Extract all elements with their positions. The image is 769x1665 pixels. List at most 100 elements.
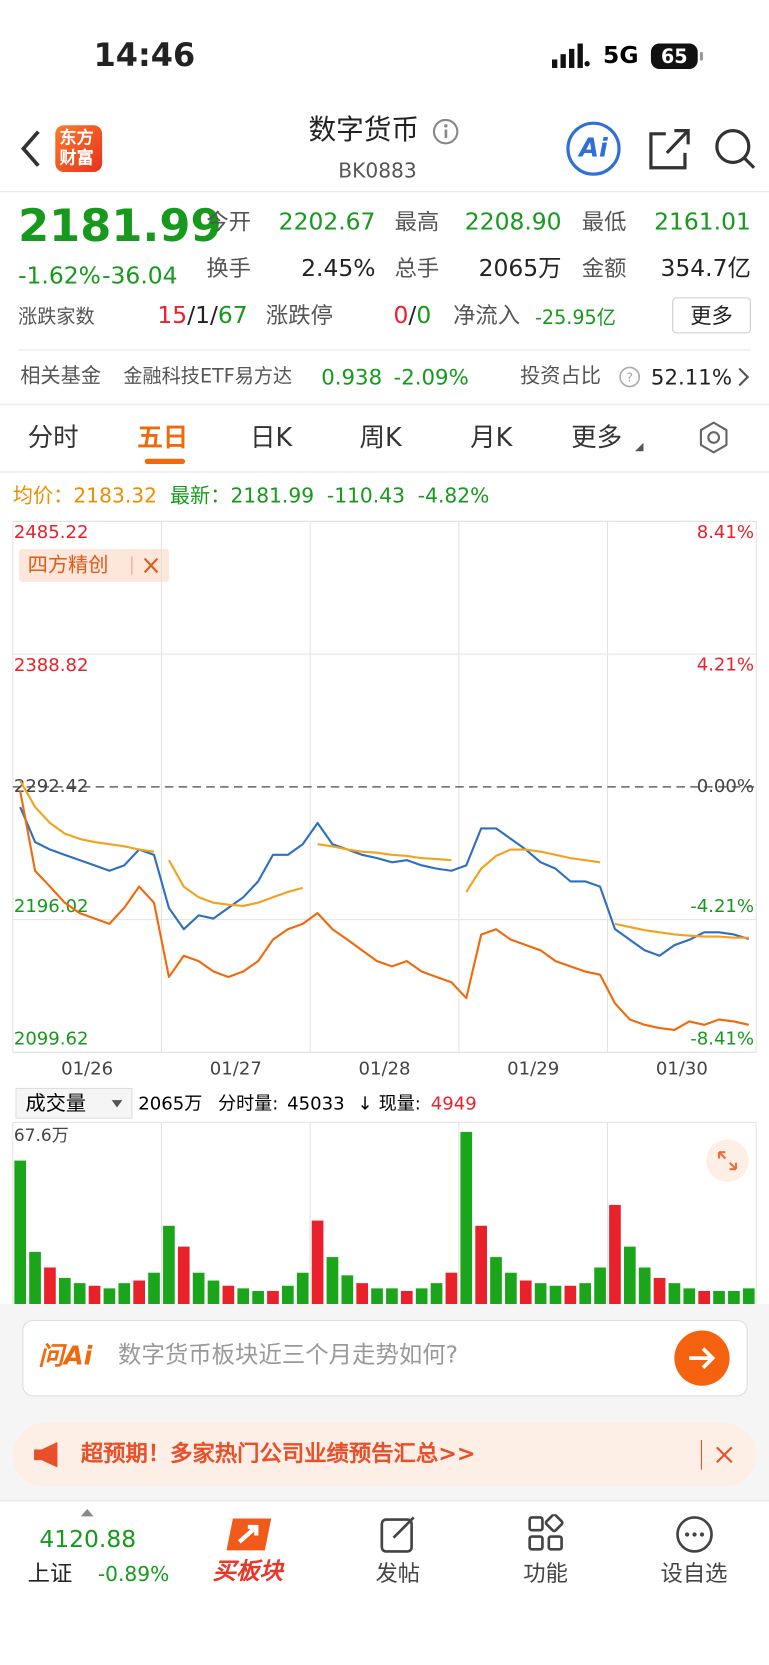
banner-text: 超预期！多家热门公司业绩预告汇总>> [80,1440,476,1467]
legend-tag[interactable]: 四方精创 [19,549,170,582]
status-network: 5G [603,41,638,69]
volume-bar [296,1272,309,1305]
x-tick-label: 01/28 [358,1058,410,1079]
index-value[interactable]: 4120.88 [39,1527,137,1554]
change-pct: -1.62% [18,263,101,290]
y2-tick-label: -4.21% [690,896,754,917]
field-value: 2208.90 [464,209,562,236]
volume-title: 成交量 [26,1091,87,1115]
volume-bar [326,1257,339,1305]
volume-bar [58,1277,71,1305]
ai-input[interactable] [22,1319,748,1397]
field-value: 2065万 [478,255,562,283]
volume-bar [564,1285,577,1305]
field-value: 354.7亿 [660,255,751,283]
volume-bar [148,1272,160,1305]
volume-bar [192,1272,205,1305]
chart-summary: 均价：2183.32 最新：2181.99 -110.43 -4.82% [13,486,490,506]
volume-bar [88,1285,101,1305]
volume-bar [490,1257,502,1305]
y2-tick-label: 0.00% [697,776,754,797]
divider [0,403,769,406]
nav-item[interactable]: 发帖 [375,1560,421,1587]
series-line [167,859,303,907]
volume-bar [579,1283,592,1305]
help-icon[interactable]: ? [618,365,641,388]
nav-item[interactable]: 设自选 [660,1560,728,1587]
logo-text: 东方 [59,127,94,148]
volume-bar [505,1272,517,1305]
flat-count: 1 [195,302,210,330]
series-line [317,843,452,862]
send-button[interactable] [673,1329,730,1386]
volume-bar [282,1285,294,1305]
tab[interactable]: 更多 [571,422,623,453]
limit-up: 0 [393,302,409,330]
tab[interactable]: 日K [249,422,293,453]
latest-label: 最新： [169,484,231,508]
volume-bar [728,1290,740,1305]
nav-item[interactable]: 买板块 [212,1558,283,1586]
settings-button[interactable] [697,421,731,455]
expand-button[interactable] [705,1138,750,1183]
ai-button[interactable] [566,121,621,176]
volume-bar [14,1160,27,1305]
now-volume-label: 现量: [379,1093,421,1114]
volume-bar [742,1288,755,1305]
field-label: 金额 [581,255,627,282]
volume-bar [311,1220,324,1305]
down-count: 67 [217,302,248,330]
field-value: 2161.01 [654,209,751,236]
info-icon[interactable] [432,118,462,148]
index-name[interactable]: 上证 [27,1560,73,1587]
nav-icon [226,1518,272,1551]
volume-bar [609,1204,621,1305]
separator [700,1439,702,1470]
dropdown-caret [111,1100,123,1108]
volume-bar [267,1290,279,1305]
back-button[interactable] [15,127,47,169]
share-button[interactable] [649,129,690,170]
volume-bar [133,1280,145,1305]
tick-volume-label: 分时量: [218,1093,278,1114]
chevron[interactable] [736,366,751,387]
app-logo: 东方 财富 [55,125,103,173]
volume-bar [118,1283,131,1305]
compare-pct: -4.82% [417,484,490,508]
up-count: 15 [157,302,188,330]
y2-tick-label: 8.41% [697,522,754,543]
series-line [19,806,750,957]
volume-bar [549,1285,562,1305]
banner-close[interactable] [715,1445,734,1464]
series-line [465,848,601,893]
volume-bar [371,1288,383,1305]
promo-banner[interactable] [12,1422,757,1487]
tab[interactable]: 周K [359,422,402,453]
bottom-nav [0,1500,769,1665]
tab[interactable]: 分时 [27,422,79,453]
volume-selector[interactable] [15,1087,133,1119]
more-button[interactable]: 更多 [672,297,751,334]
divider [18,349,751,351]
volume-bar [475,1225,487,1305]
logo-text: 财富 [59,147,94,168]
volume-bar [698,1290,711,1305]
volume-bar [386,1288,398,1305]
nav-item[interactable]: 功能 [523,1560,568,1587]
tab-active[interactable]: 五日 [137,422,189,453]
fund-name: 金融科技ETF易方达 [123,365,293,388]
series-line [19,780,155,853]
limit-values: 0/0 [393,302,432,330]
index-change[interactable]: -0.89% [97,1563,170,1587]
close-icon[interactable] [143,557,159,574]
search-button[interactable] [715,129,756,169]
tab[interactable]: 月K [470,422,513,453]
y-tick-label: 2292.42 [14,776,89,797]
ratio-value: 52.11% [650,364,733,390]
volume-bar [44,1267,56,1305]
battery [650,43,698,70]
ratio-label: 投资占比 [520,364,601,388]
field-label: 换手 [206,255,252,282]
status-time: 14:46 [93,37,196,75]
